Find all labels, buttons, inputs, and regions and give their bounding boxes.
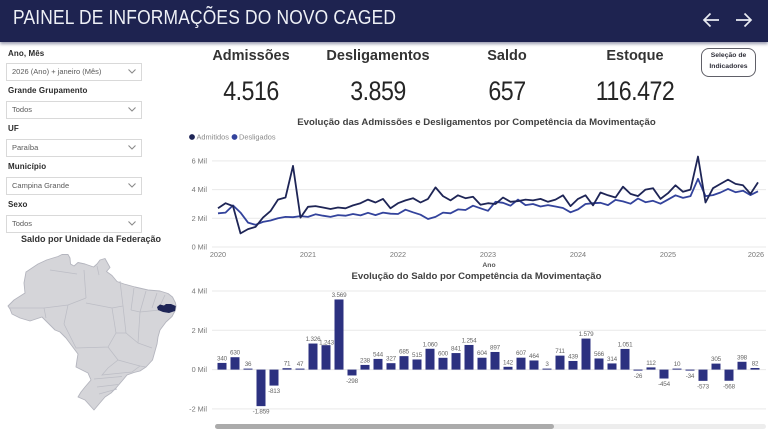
svg-text:2021: 2021 — [300, 250, 316, 259]
svg-text:515: 515 — [412, 352, 423, 359]
svg-text:600: 600 — [438, 350, 449, 357]
svg-text:Admitidos: Admitidos — [197, 133, 230, 142]
svg-text:340: 340 — [217, 355, 228, 362]
svg-text:2020: 2020 — [210, 250, 226, 259]
svg-text:0 Mil: 0 Mil — [192, 243, 208, 252]
svg-text:685: 685 — [399, 349, 410, 356]
svg-text:1.579: 1.579 — [579, 331, 594, 338]
svg-text:-2 Mil: -2 Mil — [189, 404, 207, 413]
svg-text:1.060: 1.060 — [423, 341, 438, 348]
svg-text:-813: -813 — [268, 388, 281, 395]
svg-text:439: 439 — [568, 354, 579, 361]
svg-text:4 Mil: 4 Mil — [192, 185, 208, 194]
svg-text:Desligados: Desligados — [239, 133, 276, 142]
svg-text:314: 314 — [607, 356, 618, 363]
svg-text:2 Mil: 2 Mil — [192, 214, 208, 223]
svg-text:630: 630 — [230, 350, 241, 357]
svg-text:305: 305 — [711, 356, 722, 363]
svg-text:398: 398 — [737, 354, 748, 361]
svg-text:1.254: 1.254 — [462, 338, 477, 345]
svg-text:2026: 2026 — [748, 250, 764, 259]
svg-text:71: 71 — [284, 361, 291, 368]
svg-text:3.569: 3.569 — [332, 292, 347, 299]
svg-text:0 Mil: 0 Mil — [192, 365, 208, 374]
svg-text:1.051: 1.051 — [618, 341, 633, 348]
svg-text:6 Mil: 6 Mil — [192, 156, 208, 165]
svg-text:10: 10 — [674, 361, 681, 368]
svg-text:142: 142 — [503, 359, 514, 366]
svg-text:2024: 2024 — [570, 250, 586, 259]
svg-text:36: 36 — [245, 361, 252, 368]
svg-text:-573: -573 — [697, 383, 710, 390]
svg-text:47: 47 — [297, 361, 304, 368]
svg-text:841: 841 — [451, 346, 462, 353]
svg-text:607: 607 — [516, 350, 527, 357]
svg-text:3: 3 — [545, 361, 549, 368]
svg-text:2023: 2023 — [480, 250, 496, 259]
svg-text:2022: 2022 — [390, 250, 406, 259]
svg-text:82: 82 — [752, 361, 759, 368]
svg-text:-26: -26 — [634, 373, 643, 380]
svg-text:897: 897 — [490, 345, 501, 352]
svg-text:Ano: Ano — [482, 262, 495, 269]
svg-text:-298: -298 — [346, 378, 359, 385]
svg-text:-1.859: -1.859 — [253, 409, 270, 416]
svg-text:1.326: 1.326 — [306, 336, 321, 343]
svg-text:604: 604 — [477, 350, 488, 357]
svg-text:1.243: 1.243 — [319, 340, 334, 347]
svg-text:-34: -34 — [686, 373, 695, 380]
svg-text:2 Mil: 2 Mil — [192, 326, 208, 335]
svg-text:112: 112 — [646, 360, 656, 367]
svg-text:566: 566 — [594, 351, 605, 358]
svg-text:-454: -454 — [658, 381, 671, 388]
svg-text:464: 464 — [529, 353, 540, 360]
svg-text:544: 544 — [373, 351, 384, 358]
svg-text:-568: -568 — [723, 383, 736, 390]
svg-text:327: 327 — [386, 356, 397, 363]
svg-text:238: 238 — [360, 357, 371, 364]
svg-text:4 Mil: 4 Mil — [192, 287, 208, 296]
svg-text:2025: 2025 — [660, 250, 676, 259]
svg-text:711: 711 — [555, 348, 565, 355]
